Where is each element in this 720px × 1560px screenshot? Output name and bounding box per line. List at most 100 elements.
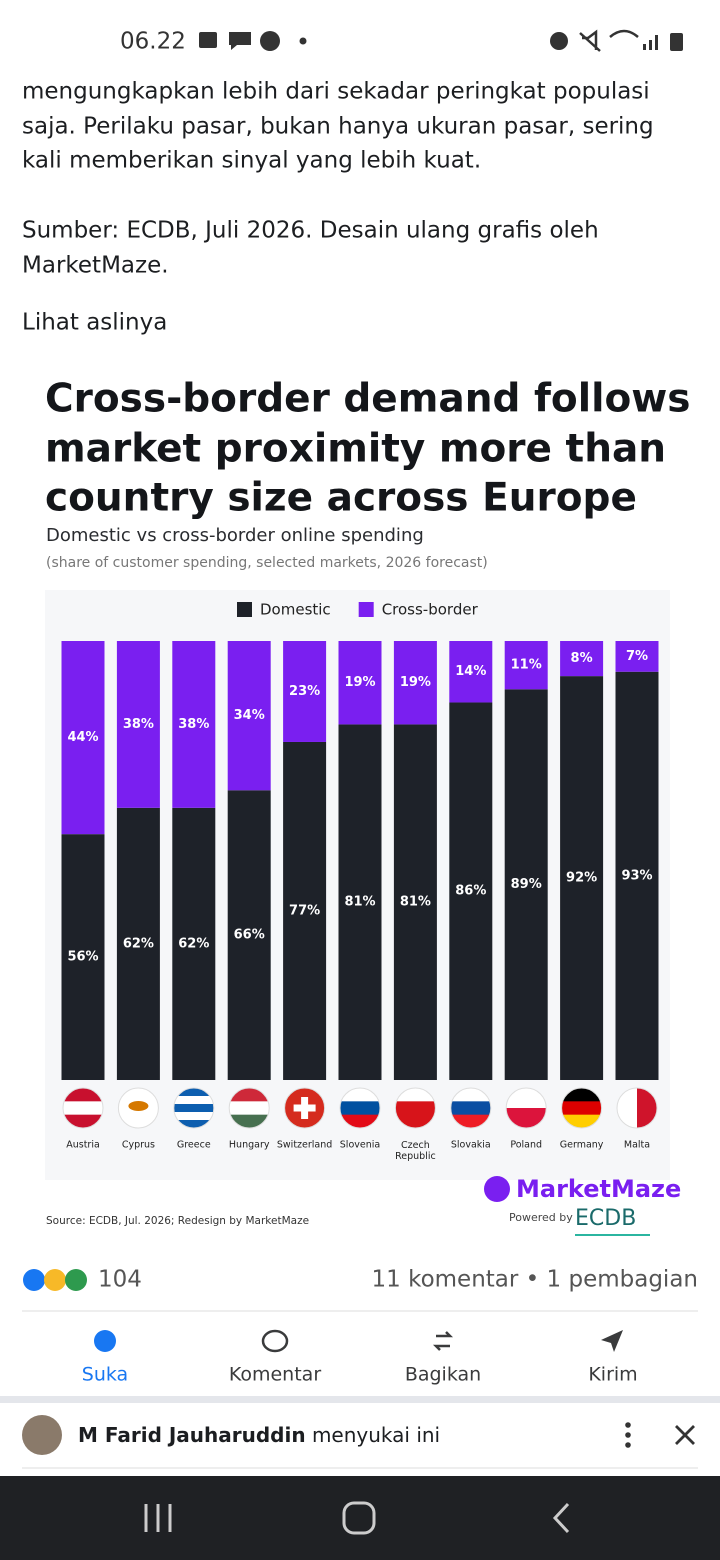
value-label: 38% bbox=[178, 717, 209, 732]
flag-part bbox=[450, 1088, 491, 1102]
chart-subtitle: Domestic vs cross-border online spending bbox=[46, 525, 424, 546]
flag-part bbox=[63, 1088, 103, 1102]
close-button[interactable] bbox=[675, 1425, 695, 1445]
post-line: kali memberikan sinyal yang lebih kuat. bbox=[22, 148, 481, 174]
status-icons bbox=[199, 29, 683, 52]
x-tick-label: Germany bbox=[560, 1140, 604, 1151]
more-button[interactable] bbox=[625, 1422, 631, 1448]
bar-segment bbox=[338, 641, 382, 725]
bar-segment bbox=[449, 702, 493, 1080]
flag-part bbox=[450, 1101, 491, 1116]
bar-segment bbox=[227, 641, 271, 791]
value-label: 56% bbox=[67, 950, 98, 965]
flag-border bbox=[284, 1087, 326, 1129]
x-tick-label: Slovenia bbox=[340, 1140, 380, 1151]
value-label: 23% bbox=[289, 684, 320, 699]
flag-part bbox=[450, 1114, 491, 1128]
partner: ECDB bbox=[575, 1206, 636, 1231]
bar-segment bbox=[393, 724, 437, 1080]
flag-border bbox=[616, 1087, 658, 1129]
bar-segment bbox=[61, 641, 105, 835]
bar-segment bbox=[116, 641, 160, 808]
value-label: 11% bbox=[511, 658, 542, 673]
share-button[interactable]: Bagikan bbox=[405, 1364, 481, 1386]
post-text: mengungkapkan lebih dari sekadar peringk… bbox=[22, 79, 654, 336]
like-button[interactable]: Suka bbox=[82, 1364, 128, 1386]
legend-swatch bbox=[358, 602, 374, 617]
comment-button[interactable]: Komentar bbox=[229, 1364, 321, 1386]
flag-part bbox=[173, 1112, 214, 1121]
post-stats[interactable]: 11 komentar • 1 pembagian bbox=[372, 1267, 699, 1293]
value-label: 66% bbox=[234, 928, 265, 943]
x-tick-label: Malta bbox=[624, 1140, 650, 1151]
flag-part bbox=[340, 1114, 380, 1128]
bar-segment bbox=[283, 741, 327, 1080]
flag-part bbox=[173, 1120, 214, 1128]
flag-part bbox=[561, 1088, 602, 1102]
x-tick-label: Slovakia bbox=[451, 1140, 491, 1151]
flag-part bbox=[63, 1101, 103, 1116]
x-tick-label: Cyprus bbox=[122, 1140, 155, 1151]
flag-part bbox=[561, 1114, 602, 1128]
bar-segment bbox=[61, 834, 105, 1080]
chart-source: Source: ECDB, Jul. 2026; Redesign by Mar… bbox=[46, 1215, 309, 1227]
flag bbox=[173, 1088, 214, 1128]
flag-border bbox=[450, 1087, 492, 1129]
notification: M Farid Jauharuddin menyukai ini bbox=[78, 1423, 440, 1447]
value-label: 19% bbox=[344, 675, 375, 690]
flag bbox=[284, 1088, 325, 1128]
bar-segment bbox=[449, 641, 493, 703]
x-tick-label: Czech Republic bbox=[395, 1140, 436, 1162]
flag-part bbox=[561, 1101, 602, 1116]
value-label: 89% bbox=[511, 877, 542, 892]
flag-part bbox=[506, 1108, 547, 1119]
x-tick-label: Poland bbox=[510, 1140, 542, 1151]
flag-part bbox=[617, 1088, 638, 1128]
bar-segment bbox=[338, 724, 382, 1080]
chart: Domestic Cross-border 56% 44% Austria 62% 38% C… bbox=[61, 601, 659, 1162]
x-tick-label: Hungary bbox=[229, 1140, 270, 1151]
bar-segment bbox=[116, 807, 160, 1080]
flag-part bbox=[637, 1088, 657, 1128]
flag-part bbox=[229, 1101, 270, 1116]
value-label: 7% bbox=[626, 649, 648, 664]
flag-part bbox=[395, 1101, 436, 1116]
legend-label: Cross-border bbox=[382, 601, 479, 619]
flag bbox=[450, 1088, 491, 1128]
value-label: 92% bbox=[566, 871, 597, 886]
flag-border bbox=[117, 1087, 159, 1129]
x-tick-label: Austria bbox=[66, 1140, 100, 1151]
flag-border bbox=[505, 1087, 547, 1129]
brand-logo bbox=[484, 1176, 510, 1202]
bar-segment bbox=[393, 641, 437, 725]
flag-part bbox=[118, 1088, 159, 1102]
flag-part bbox=[506, 1088, 547, 1099]
avatar[interactable] bbox=[22, 1415, 62, 1455]
flag-part bbox=[128, 1101, 149, 1111]
reaction-count[interactable]: 104 bbox=[98, 1267, 142, 1293]
send-button[interactable]: Kirim bbox=[588, 1364, 637, 1386]
flag-part bbox=[340, 1101, 380, 1116]
value-label: 14% bbox=[455, 664, 486, 679]
flag-part bbox=[229, 1114, 270, 1128]
bar-segment bbox=[227, 790, 271, 1080]
x-tick-label-line: Republic bbox=[395, 1151, 436, 1162]
flag-part bbox=[395, 1114, 436, 1128]
x-tick-label: Greece bbox=[177, 1140, 211, 1151]
powered-by: Powered by bbox=[509, 1211, 573, 1224]
value-label: 19% bbox=[400, 675, 431, 690]
chart-title: Cross-border demand follows bbox=[45, 377, 691, 422]
bar-segment bbox=[560, 641, 604, 677]
nav-buttons[interactable] bbox=[144, 1501, 570, 1535]
flag-border bbox=[173, 1087, 215, 1129]
flag-part bbox=[63, 1114, 103, 1128]
flag-border bbox=[394, 1087, 436, 1129]
value-label: 62% bbox=[123, 936, 154, 951]
flag-border bbox=[339, 1087, 381, 1129]
notification-name[interactable]: M Farid Jauharuddin bbox=[78, 1423, 306, 1447]
value-label: 77% bbox=[289, 903, 320, 918]
value-label: 38% bbox=[123, 717, 154, 732]
see-original[interactable]: Lihat aslinya bbox=[22, 310, 167, 336]
clock: 06.22 bbox=[120, 29, 186, 55]
